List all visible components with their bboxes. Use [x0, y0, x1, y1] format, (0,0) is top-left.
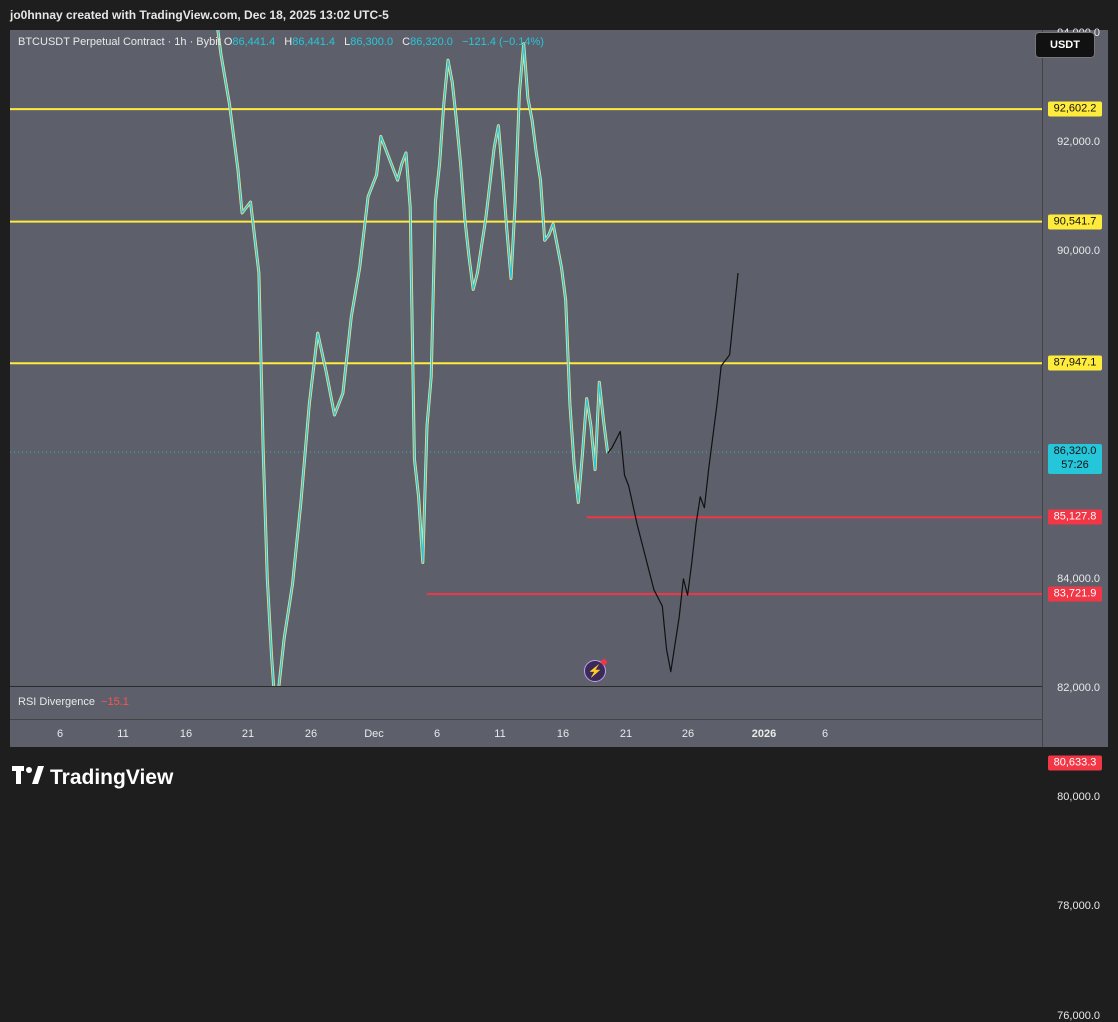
close-key: C: [402, 36, 411, 48]
time-tick-label: 26: [681, 728, 695, 740]
time-axis[interactable]: 6 11 16 21 26 Dec 6 11 16 21 26 2026 6: [10, 719, 1042, 748]
current-price-tag: 86,320.0 57:26: [1048, 444, 1102, 475]
time-tick-label: 16: [556, 728, 570, 740]
symbol-legend[interactable]: BTCUSDT Perpetual Contract · 1h · Bybit …: [18, 36, 550, 48]
time-tick-label: 21: [619, 728, 633, 740]
level-price-tag: 80,633.3: [1048, 755, 1102, 771]
lightning-icon[interactable]: ⚡: [584, 659, 607, 682]
price-scale[interactable]: 96,000.094,000.092,000.090,000.084,000.0…: [1042, 27, 1108, 1022]
level-price-tag: 87,947.1: [1048, 355, 1102, 371]
level-price-tag: 83,721.9: [1048, 586, 1102, 602]
level-price-tag: 92,602.2: [1048, 101, 1102, 117]
currency-button[interactable]: USDT: [1035, 32, 1095, 58]
chart-area[interactable]: BTCUSDT Perpetual Contract · 1h · Bybit …: [10, 30, 1042, 686]
price-tick-label: 78,000.0: [1057, 900, 1100, 913]
brand-name: TradingView: [50, 766, 174, 789]
low-value: 86,300.0: [350, 36, 394, 48]
chart-frame: BTCUSDT Perpetual Contract · 1h · Bybit …: [10, 27, 1108, 1022]
time-tick-label: 6: [821, 728, 829, 740]
author-credit: jo0hnnay created with TradingView.com, D…: [10, 8, 389, 22]
change-value: −121.4 (−0.14%): [461, 36, 544, 48]
price-tick-label: 92,000.0: [1057, 136, 1100, 148]
close-value: 86,320.0: [410, 36, 453, 48]
open-value: 86,441.4: [232, 36, 276, 48]
price-tick-label: 80,000.0: [1057, 791, 1100, 804]
time-tick-label: 21: [241, 728, 255, 740]
tv-logo-icon: [12, 766, 44, 790]
rsi-value: −15.1: [101, 696, 129, 708]
price-tick-label: 76,000.0: [1057, 1009, 1100, 1022]
price-tick-label: 82,000.0: [1057, 682, 1100, 694]
low-key: L: [344, 36, 351, 48]
time-tick-label: 6: [433, 728, 441, 740]
price-tick-label: 84,000.0: [1057, 572, 1100, 585]
time-tick-label: 26: [304, 728, 318, 740]
level-price-tag: 90,541.7: [1048, 214, 1102, 230]
projection-path-line: [607, 272, 739, 673]
time-tick-label: 11: [117, 728, 129, 740]
notification-dot: [601, 659, 607, 665]
time-tick-label: 11: [494, 728, 506, 740]
time-tick-label: 16: [179, 728, 193, 740]
tradingview-logo: TradingView: [12, 766, 173, 790]
countdown-value: 57:26: [1061, 459, 1089, 472]
rsi-label: RSI Divergence −15.1: [18, 696, 129, 708]
time-tick-label: 2026: [751, 728, 777, 740]
time-tick-label: 6: [56, 728, 64, 740]
rsi-panel[interactable]: RSI Divergence −15.1: [10, 686, 1042, 720]
level-price-tag: 85,127.8: [1048, 509, 1102, 525]
rsi-name: RSI Divergence: [18, 696, 96, 708]
price-chart[interactable]: [10, 30, 1042, 686]
time-tick-label: Dec: [364, 728, 384, 740]
symbol-title: BTCUSDT Perpetual Contract · 1h · Bybit: [18, 36, 221, 48]
open-key: O: [223, 36, 233, 48]
high-key: H: [284, 36, 293, 48]
price-series-glow: [216, 30, 610, 686]
top-bar: jo0hnnay created with TradingView.com, D…: [0, 0, 1118, 30]
current-price-value: 86,320.0: [1053, 445, 1097, 458]
price-tick-label: 90,000.0: [1057, 245, 1100, 258]
price-series-line: [217, 30, 609, 686]
high-value: 86,441.4: [292, 36, 336, 48]
